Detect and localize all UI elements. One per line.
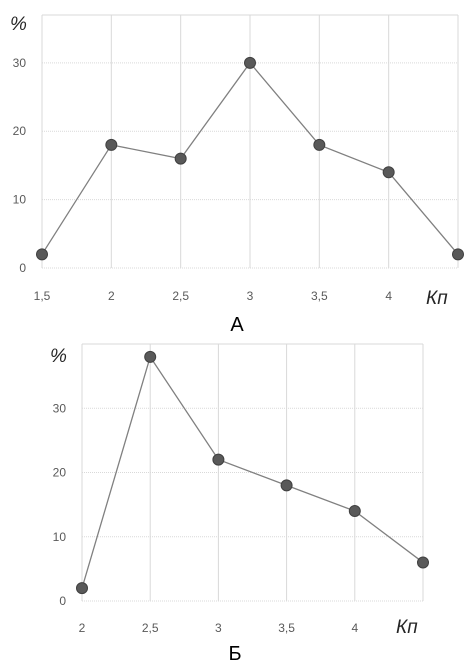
data-point: [313, 138, 326, 151]
series-line: [81, 355, 424, 589]
x-tick-label: 4: [351, 621, 358, 635]
data-point: [36, 248, 48, 261]
y-tick-label: 20: [53, 466, 67, 480]
data-point: [174, 152, 187, 165]
y-tick-label: 10: [13, 193, 27, 207]
x-tick-label: 2: [79, 621, 86, 635]
x-tick-label: 3,5: [278, 621, 295, 635]
x-tick-label: 2,5: [142, 621, 159, 635]
y-axis-label: %: [10, 14, 27, 35]
data-point: [105, 138, 118, 151]
y-tick-label: 0: [19, 261, 26, 275]
y-tick-label: 30: [53, 401, 67, 415]
data-point: [212, 453, 225, 466]
data-point: [144, 350, 157, 363]
x-tick-label: 3: [247, 289, 254, 303]
y-tick-label: 10: [53, 530, 67, 544]
y-axis-label: %: [50, 346, 67, 367]
y-tick-label: 20: [13, 124, 27, 138]
data-point: [76, 582, 88, 595]
chart-caption: А: [230, 314, 244, 336]
x-tick-label: 2,5: [172, 289, 189, 303]
chart-a: 0 10 20 30 1,5 2 2,5 3 3,5 4% Кп А: [10, 14, 464, 336]
chart-caption: Б: [228, 643, 241, 663]
x-tick-label: 3,5: [311, 289, 328, 303]
data-point: [452, 248, 464, 261]
x-axis-label: Кп: [426, 288, 448, 309]
x-axis-label: Кп: [396, 617, 418, 638]
x-tick-label: 1,5: [34, 289, 51, 303]
data-point: [280, 479, 293, 492]
data-point: [348, 505, 361, 518]
data-point: [244, 56, 256, 69]
chart-b: 0 10 20 30 2 2,5 3 3,5 4% Кп Б: [50, 343, 429, 663]
x-tick-label: 4: [385, 289, 392, 303]
y-tick-label: 30: [13, 56, 27, 70]
data-point: [417, 556, 429, 569]
x-tick-label: 3: [215, 621, 222, 635]
x-tick-label: 2: [108, 289, 115, 303]
data-point: [382, 166, 395, 179]
y-tick-label: 0: [59, 594, 66, 608]
